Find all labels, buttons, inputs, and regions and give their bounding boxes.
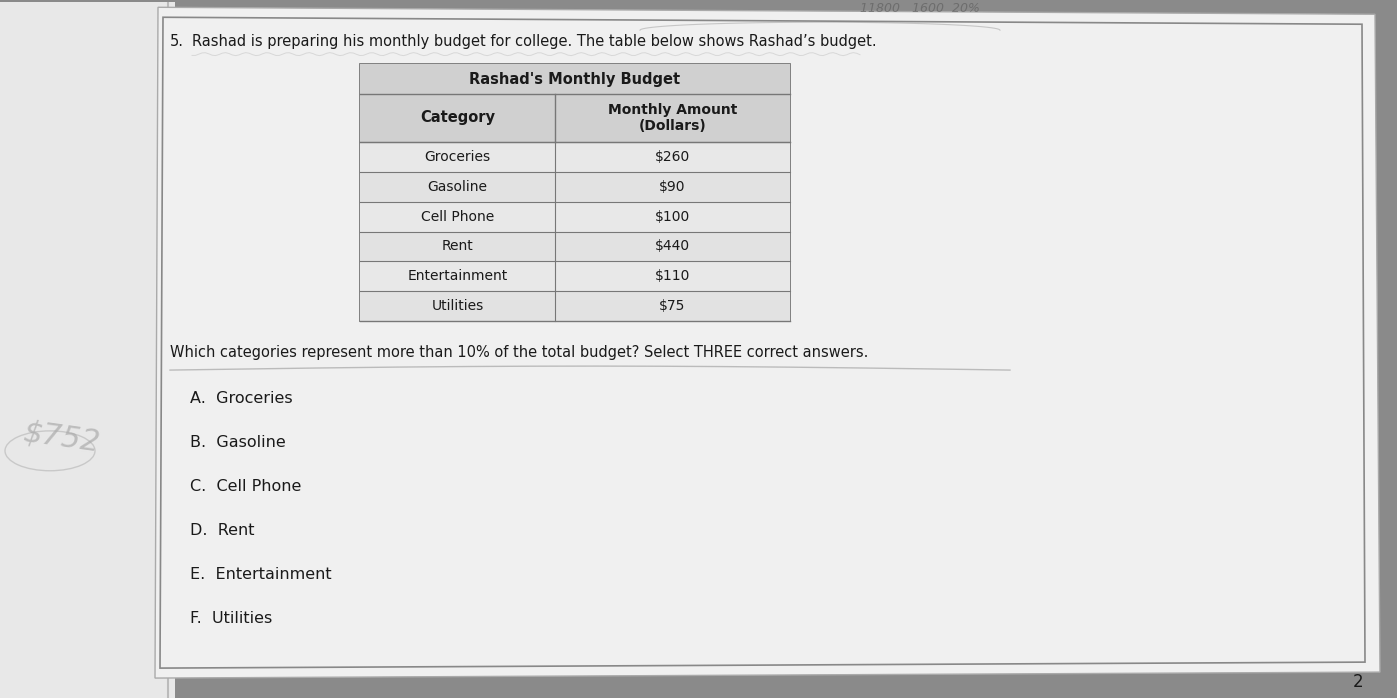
Bar: [360, 172, 789, 202]
Bar: [360, 291, 789, 321]
Text: Monthly Amount
(Dollars): Monthly Amount (Dollars): [608, 103, 738, 133]
Bar: [360, 262, 789, 291]
Bar: [360, 142, 789, 172]
Text: $75: $75: [659, 299, 686, 313]
Text: F.  Utilities: F. Utilities: [190, 611, 272, 626]
Bar: [360, 94, 789, 142]
Text: Utilities: Utilities: [432, 299, 483, 313]
Text: $110: $110: [655, 269, 690, 283]
Text: 5.: 5.: [170, 34, 184, 49]
Text: Groceries: Groceries: [425, 150, 490, 164]
Text: $752: $752: [22, 417, 103, 456]
Text: Rashad's Monthly Budget: Rashad's Monthly Budget: [469, 72, 680, 87]
Text: E.  Entertainment: E. Entertainment: [190, 567, 331, 582]
Text: Category: Category: [420, 110, 495, 126]
Text: D.  Rent: D. Rent: [190, 523, 254, 538]
Text: Which categories represent more than 10% of the total budget? Select THREE corre: Which categories represent more than 10%…: [170, 345, 869, 360]
Bar: [360, 202, 789, 232]
Text: $440: $440: [655, 239, 690, 253]
Bar: [360, 64, 789, 321]
Text: $260: $260: [655, 150, 690, 164]
Bar: [360, 64, 789, 94]
Text: B.  Gasoline: B. Gasoline: [190, 436, 286, 450]
Text: $100: $100: [655, 209, 690, 223]
Bar: [360, 232, 789, 262]
Text: 2: 2: [1352, 673, 1363, 691]
Text: C.  Cell Phone: C. Cell Phone: [190, 480, 302, 494]
Text: Rashad is preparing his monthly budget for college. The table below shows Rashad: Rashad is preparing his monthly budget f…: [191, 34, 877, 49]
Text: Rent: Rent: [441, 239, 474, 253]
Text: Entertainment: Entertainment: [408, 269, 507, 283]
Polygon shape: [155, 7, 1380, 678]
Text: Cell Phone: Cell Phone: [420, 209, 495, 223]
Text: A.  Groceries: A. Groceries: [190, 392, 292, 406]
Text: 11800   1600  20%: 11800 1600 20%: [861, 2, 979, 15]
Text: $90: $90: [659, 179, 686, 193]
Polygon shape: [0, 2, 175, 698]
Text: Gasoline: Gasoline: [427, 179, 488, 193]
